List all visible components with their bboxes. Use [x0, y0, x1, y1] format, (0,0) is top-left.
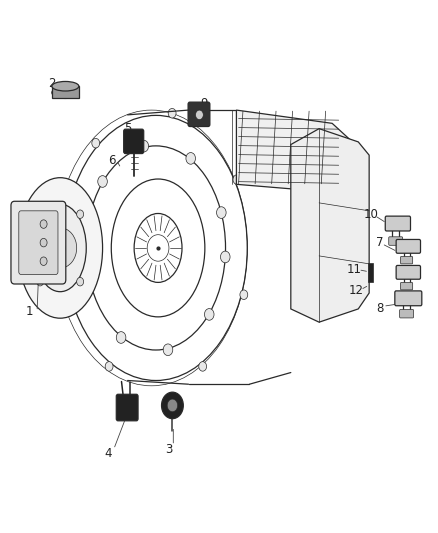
Circle shape: [195, 110, 203, 119]
Circle shape: [37, 278, 44, 286]
Bar: [368, 263, 373, 282]
Circle shape: [98, 176, 107, 187]
FancyBboxPatch shape: [395, 291, 422, 306]
FancyBboxPatch shape: [399, 310, 413, 318]
Circle shape: [168, 108, 176, 118]
Circle shape: [105, 361, 113, 371]
FancyBboxPatch shape: [396, 239, 420, 253]
FancyBboxPatch shape: [11, 201, 66, 284]
Circle shape: [205, 309, 214, 320]
Ellipse shape: [52, 87, 79, 99]
Circle shape: [82, 233, 91, 245]
FancyBboxPatch shape: [188, 102, 210, 126]
Polygon shape: [291, 128, 369, 322]
FancyBboxPatch shape: [385, 216, 410, 231]
Circle shape: [139, 140, 148, 152]
Circle shape: [233, 175, 241, 184]
FancyBboxPatch shape: [400, 282, 413, 290]
Circle shape: [186, 152, 195, 164]
Ellipse shape: [34, 204, 86, 292]
Polygon shape: [350, 139, 365, 195]
Text: 8: 8: [376, 302, 384, 316]
Text: 1: 1: [26, 305, 33, 318]
FancyBboxPatch shape: [396, 265, 420, 279]
Circle shape: [86, 278, 95, 289]
Circle shape: [199, 361, 207, 371]
Polygon shape: [237, 110, 358, 192]
Text: 10: 10: [364, 208, 379, 221]
Circle shape: [240, 290, 248, 300]
FancyBboxPatch shape: [400, 256, 413, 264]
Circle shape: [40, 238, 47, 247]
Text: 3: 3: [165, 443, 173, 456]
Circle shape: [64, 196, 72, 206]
Circle shape: [37, 210, 44, 219]
Circle shape: [92, 139, 100, 148]
Text: 4: 4: [104, 447, 112, 459]
Circle shape: [77, 278, 84, 286]
Text: 7: 7: [376, 236, 384, 249]
Circle shape: [162, 392, 184, 419]
Text: 12: 12: [349, 284, 364, 297]
FancyBboxPatch shape: [116, 394, 138, 421]
Circle shape: [167, 399, 178, 412]
FancyBboxPatch shape: [389, 237, 403, 245]
Circle shape: [77, 210, 84, 219]
Ellipse shape: [52, 82, 79, 91]
Circle shape: [55, 241, 65, 254]
Circle shape: [163, 344, 173, 356]
FancyBboxPatch shape: [52, 86, 79, 98]
Text: 5: 5: [124, 122, 131, 135]
FancyBboxPatch shape: [124, 129, 144, 154]
Circle shape: [220, 251, 230, 263]
Text: 11: 11: [346, 263, 361, 276]
FancyBboxPatch shape: [19, 211, 58, 274]
Circle shape: [116, 332, 126, 343]
Circle shape: [40, 257, 47, 265]
Circle shape: [40, 220, 47, 228]
Text: 6: 6: [109, 154, 116, 167]
Text: 2: 2: [48, 77, 55, 90]
Circle shape: [64, 290, 72, 300]
Text: 9: 9: [200, 96, 208, 110]
Circle shape: [216, 207, 226, 219]
Ellipse shape: [18, 177, 102, 318]
Circle shape: [44, 228, 77, 268]
